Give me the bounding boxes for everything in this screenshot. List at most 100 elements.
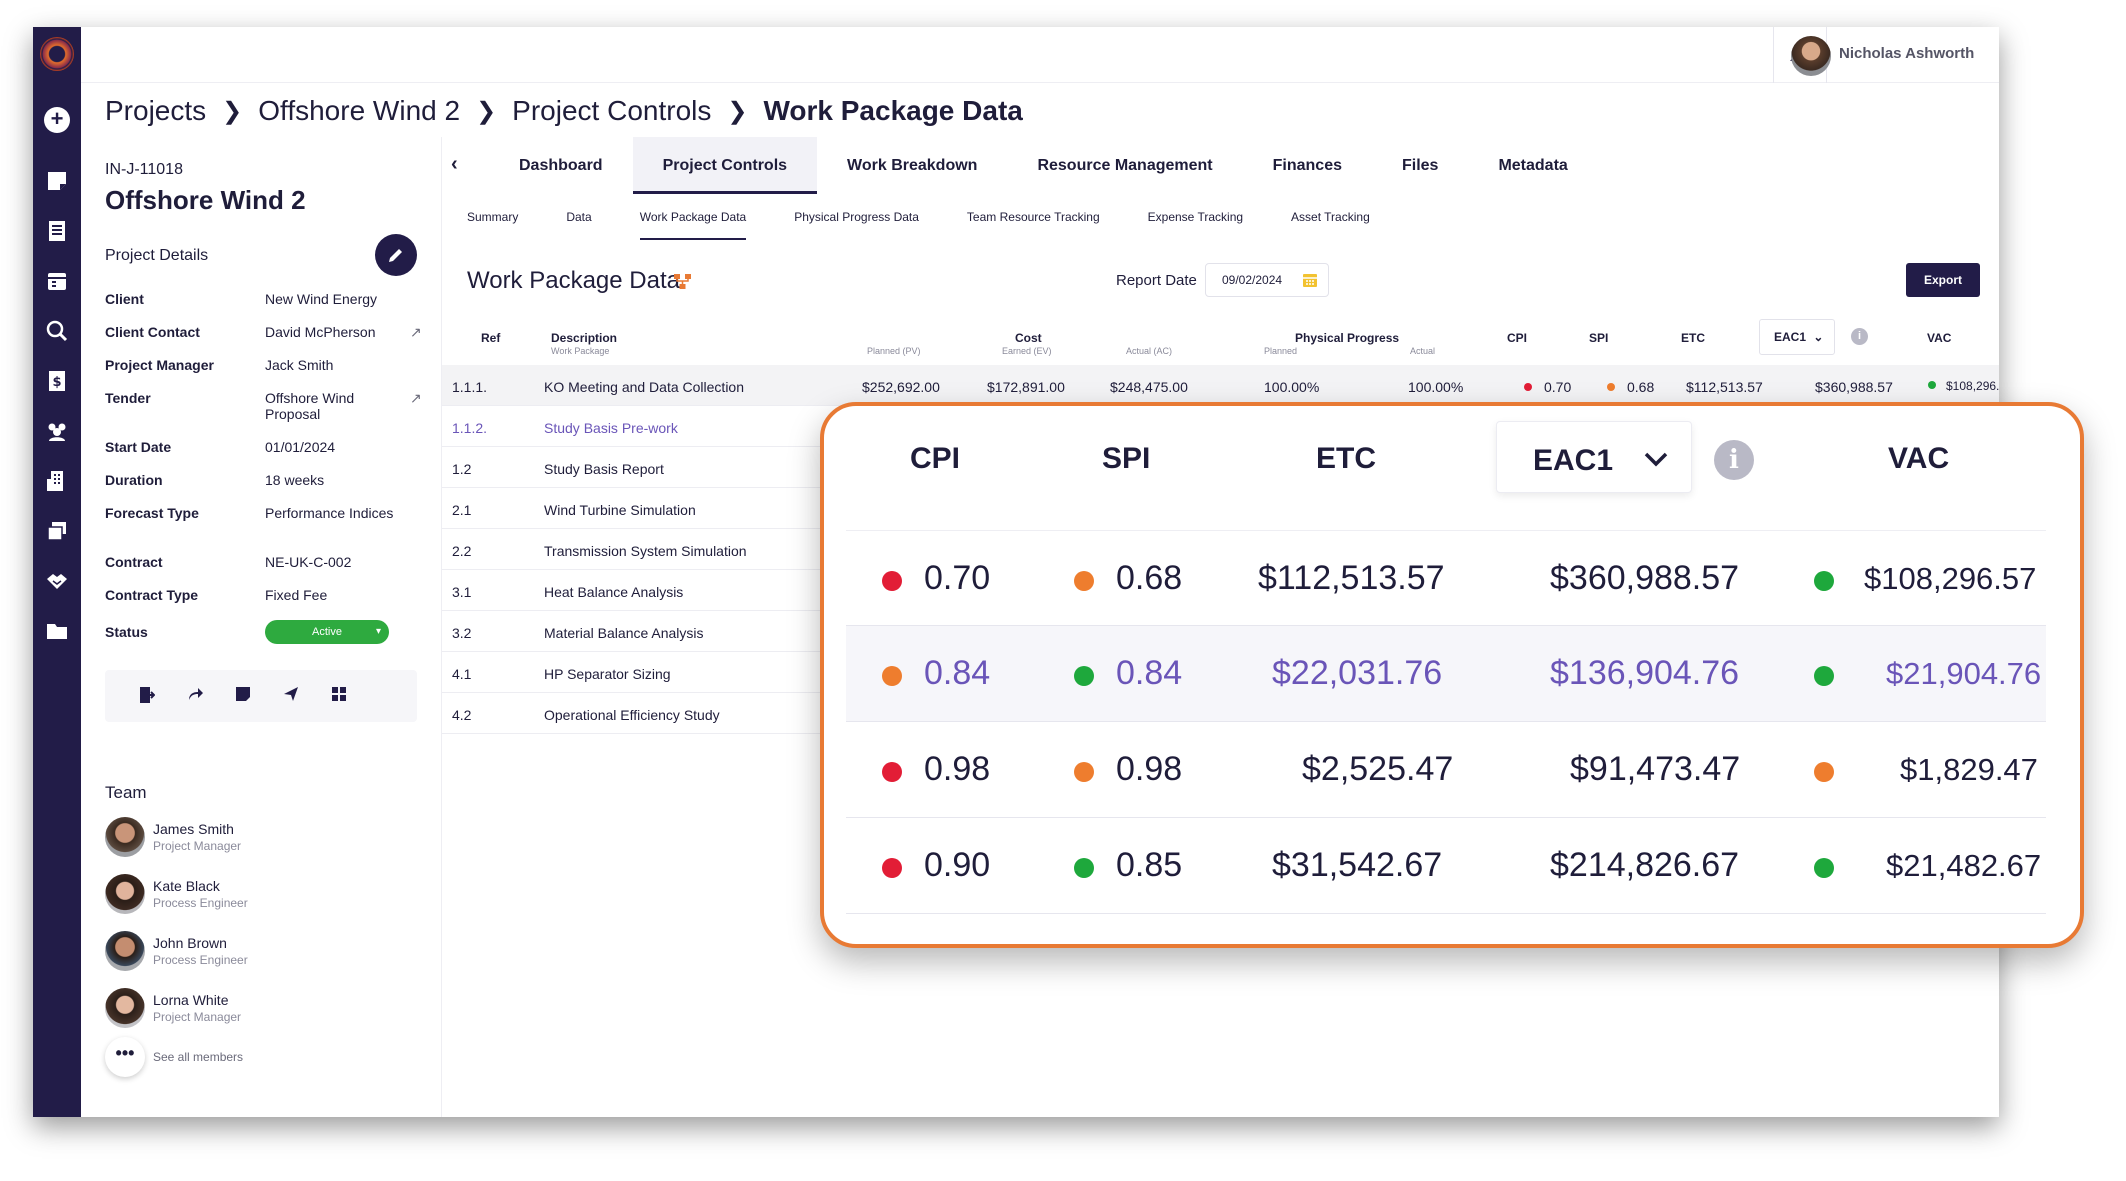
send-icon[interactable] [283,686,303,706]
status-dot-green [1814,858,1834,878]
header-etc: ETC [1681,331,1705,345]
see-all-members-link[interactable]: See all members [153,1050,244,1064]
calendar-icon[interactable] [45,269,69,293]
cell-description: Wind Turbine Simulation [544,502,696,518]
document-icon[interactable] [45,219,69,243]
user-avatar[interactable] [1791,36,1831,76]
team-member[interactable]: Lorna White Project Manager [105,988,405,1032]
folder-icon[interactable] [45,619,69,643]
tab-dashboard[interactable]: Dashboard [519,157,603,174]
export-document-icon[interactable] [139,686,159,706]
tab-metadata[interactable]: Metadata [1498,157,1568,174]
chevron-down-icon [1644,452,1668,467]
tab-resource-management[interactable]: Resource Management [1037,157,1213,174]
subtab-team-resource-tracking[interactable]: Team Resource Tracking [966,210,1100,224]
back-chevron-icon[interactable]: ‹ [451,153,458,175]
chevron-down-icon: ⌄ [1813,330,1824,344]
tab-work-breakdown[interactable]: Work Breakdown [847,157,978,174]
zoom-cell-spi: 0.98 [1116,750,1183,788]
handshake-icon[interactable] [45,569,69,593]
project-code: IN-J-11018 [105,161,183,178]
add-icon[interactable]: + [44,107,70,133]
avatar [105,817,145,857]
detail-key: Contract [105,554,163,570]
share-icon[interactable] [187,686,207,706]
zoom-cell-eac: $91,473.47 [1570,750,1741,788]
main-tabs: Dashboard Project Controls Work Breakdow… [489,137,1598,194]
team-icon[interactable] [45,419,69,443]
zoom-row: 0.90 0.85 $31,542.67 $214,826.67 $21,482… [846,818,2046,914]
subtab-asset-tracking[interactable]: Asset Tracking [1291,210,1370,224]
zoom-eac-select[interactable]: EAC1 [1496,421,1692,493]
avatar [105,931,145,971]
notes-icon[interactable] [45,169,69,193]
chevron-right-icon: ❯ [727,97,748,125]
project-panel: IN-J-11018 Offshore Wind 2 Project Detai… [81,137,442,1117]
hierarchy-icon[interactable] [673,273,693,291]
detail-key: Client Contact [105,324,200,340]
status-dropdown[interactable]: Active ▾ [265,620,389,644]
status-dot-green [1074,858,1094,878]
tab-project-controls[interactable]: Project Controls [632,137,818,194]
detail-key: Start Date [105,439,172,455]
zoom-cell-eac: $360,988.57 [1550,559,1740,597]
external-link-icon[interactable]: ↗ [410,390,422,406]
zoom-row: 0.98 0.98 $2,525.47 $91,473.47 $1,829.47 [846,722,2046,818]
note-icon[interactable] [235,686,255,706]
zoom-cell-eac: $214,826.67 [1550,846,1740,884]
info-icon[interactable]: i [1851,328,1868,345]
edit-project-button[interactable] [375,234,417,276]
subtab-physical-progress-data[interactable]: Physical Progress Data [794,210,919,224]
subtab-expense-tracking[interactable]: Expense Tracking [1147,210,1244,224]
detail-key: Client [105,291,144,307]
header-actual-ac: Actual (AC) [1126,346,1173,356]
team-member[interactable]: John Brown Process Engineer [105,931,405,975]
user-name[interactable]: Nicholas Ashworth [1839,45,1975,62]
external-link-icon[interactable]: ↗ [410,324,422,340]
zoom-cell-cpi: 0.98 [924,750,991,788]
eac-select[interactable]: EAC1 ⌄ [1759,319,1835,355]
zoom-callout: CPI SPI ETC EAC1 i VAC 0.70 0.68 $112,51… [820,402,2084,948]
table-row[interactable]: 1.1.1. KO Meeting and Data Collection $2… [442,365,1999,406]
report-date-input[interactable]: 09/02/2024 [1205,263,1329,297]
zoom-info-icon[interactable]: i [1714,440,1754,480]
search-document-icon[interactable] [45,319,69,343]
breadcrumb-project-controls[interactable]: Project Controls [512,95,712,126]
stack-icon[interactable] [45,519,69,543]
building-icon[interactable] [45,469,69,493]
cell-vac: $108,296.57 [1946,379,1999,393]
tab-files[interactable]: Files [1401,157,1439,174]
subtab-summary[interactable]: Summary [467,210,519,224]
status-dot-green [1814,571,1834,591]
cell-ref: 3.2 [452,625,472,641]
status-dot-red [882,571,902,591]
detail-value: Offshore Wind Proposal [265,390,355,422]
member-name: Lorna White [153,992,229,1008]
subtab-work-package-data[interactable]: Work Package Data [639,210,747,240]
brand-logo[interactable] [40,37,74,71]
zoom-cell-vac: $1,829.47 [1900,752,2038,787]
subtab-data[interactable]: Data [566,210,592,224]
zoom-header-spi: SPI [1102,442,1151,475]
project-details-label: Project Details [105,247,209,264]
breadcrumb-project[interactable]: Offshore Wind 2 [258,95,461,126]
header-vac: VAC [1927,331,1952,345]
chevron-right-icon: ❯ [222,97,243,125]
more-members-button[interactable]: ••• [105,1037,145,1077]
nav-rail: + $ [33,27,81,1117]
member-name: James Smith [153,821,234,837]
tab-finances[interactable]: Finances [1272,157,1342,174]
zoom-cell-cpi: 0.90 [924,846,991,884]
invoice-icon[interactable]: $ [45,369,69,393]
team-member[interactable]: Kate Black Process Engineer [105,874,405,918]
breadcrumb-projects[interactable]: Projects [105,95,207,126]
detail-key: Tender [105,390,151,406]
cell-description[interactable]: Study Basis Pre-work [544,420,678,436]
team-member[interactable]: James Smith Project Manager [105,817,405,861]
grid-icon[interactable] [331,686,351,706]
cell-ref: 2.2 [452,543,472,559]
header-work-package: Work Package [551,346,610,356]
export-button[interactable]: Export [1906,263,1980,297]
header-planned: Planned [1264,346,1298,356]
pencil-icon [389,249,402,262]
